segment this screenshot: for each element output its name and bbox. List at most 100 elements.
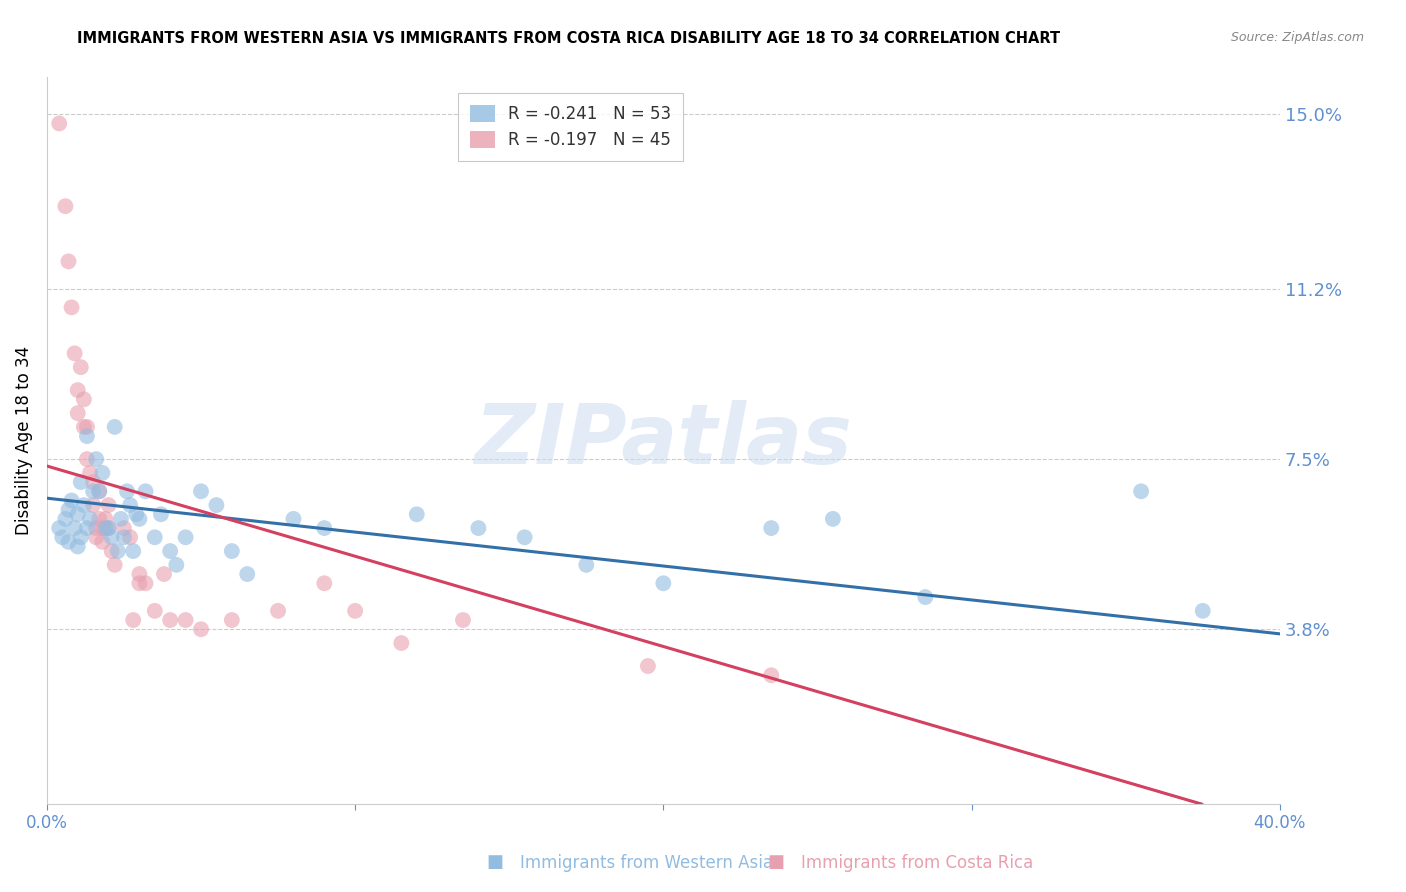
Point — [221, 544, 243, 558]
Point — [135, 576, 157, 591]
Point — [66, 540, 89, 554]
Point — [128, 512, 150, 526]
Point — [82, 484, 104, 499]
Point — [112, 530, 135, 544]
Point — [89, 484, 111, 499]
Point — [174, 613, 197, 627]
Point — [76, 521, 98, 535]
Point — [89, 512, 111, 526]
Point — [135, 484, 157, 499]
Point — [84, 452, 107, 467]
Point — [637, 659, 659, 673]
Point — [104, 558, 127, 572]
Point — [60, 301, 83, 315]
Point — [451, 613, 474, 627]
Point — [82, 498, 104, 512]
Point — [58, 502, 80, 516]
Text: IMMIGRANTS FROM WESTERN ASIA VS IMMIGRANTS FROM COSTA RICA DISABILITY AGE 18 TO : IMMIGRANTS FROM WESTERN ASIA VS IMMIGRAN… — [77, 31, 1060, 46]
Point — [174, 530, 197, 544]
Text: Immigrants from Western Asia: Immigrants from Western Asia — [520, 855, 773, 872]
Point — [389, 636, 412, 650]
Point — [97, 498, 120, 512]
Point — [100, 530, 122, 544]
Point — [1191, 604, 1213, 618]
Point — [79, 512, 101, 526]
Legend: R = -0.241   N = 53, R = -0.197   N = 45: R = -0.241 N = 53, R = -0.197 N = 45 — [458, 93, 683, 161]
Point — [122, 613, 145, 627]
Y-axis label: Disability Age 18 to 34: Disability Age 18 to 34 — [15, 346, 32, 535]
Point — [91, 534, 114, 549]
Point — [66, 406, 89, 420]
Point — [314, 576, 336, 591]
Point — [76, 429, 98, 443]
Point — [236, 567, 259, 582]
Point — [652, 576, 675, 591]
Point — [55, 512, 77, 526]
Point — [149, 508, 172, 522]
Point — [153, 567, 176, 582]
Point — [283, 512, 305, 526]
Point — [97, 521, 120, 535]
Point — [115, 484, 138, 499]
Text: ■: ■ — [768, 853, 785, 871]
Point — [48, 521, 70, 535]
Point — [97, 521, 120, 535]
Point — [60, 493, 83, 508]
Point — [63, 521, 86, 535]
Point — [221, 613, 243, 627]
Point — [344, 604, 367, 618]
Text: ■: ■ — [486, 853, 503, 871]
Point — [104, 420, 127, 434]
Point — [69, 530, 91, 544]
Point — [120, 498, 142, 512]
Point — [110, 512, 132, 526]
Point — [94, 512, 117, 526]
Point — [120, 530, 142, 544]
Point — [73, 498, 96, 512]
Point — [48, 116, 70, 130]
Point — [914, 590, 936, 604]
Point — [91, 466, 114, 480]
Point — [66, 383, 89, 397]
Point — [58, 254, 80, 268]
Point — [165, 558, 187, 572]
Point — [125, 508, 148, 522]
Point — [69, 475, 91, 489]
Text: Immigrants from Costa Rica: Immigrants from Costa Rica — [801, 855, 1033, 872]
Point — [63, 346, 86, 360]
Point — [159, 544, 181, 558]
Point — [128, 567, 150, 582]
Point — [79, 466, 101, 480]
Point — [190, 484, 212, 499]
Point — [89, 484, 111, 499]
Point — [107, 544, 129, 558]
Point — [405, 508, 427, 522]
Point — [1130, 484, 1153, 499]
Point — [821, 512, 844, 526]
Point — [51, 530, 73, 544]
Point — [761, 668, 783, 682]
Point — [84, 521, 107, 535]
Point — [314, 521, 336, 535]
Point — [190, 622, 212, 636]
Point — [66, 508, 89, 522]
Point — [205, 498, 228, 512]
Point — [76, 452, 98, 467]
Text: ZIPatlas: ZIPatlas — [474, 401, 852, 481]
Point — [58, 534, 80, 549]
Point — [55, 199, 77, 213]
Point — [513, 530, 536, 544]
Point — [76, 420, 98, 434]
Point — [122, 544, 145, 558]
Point — [575, 558, 598, 572]
Text: Source: ZipAtlas.com: Source: ZipAtlas.com — [1230, 31, 1364, 45]
Point — [91, 521, 114, 535]
Point — [73, 392, 96, 407]
Point — [143, 530, 166, 544]
Point — [82, 475, 104, 489]
Point — [84, 530, 107, 544]
Point — [761, 521, 783, 535]
Point — [143, 604, 166, 618]
Point — [73, 420, 96, 434]
Point — [267, 604, 290, 618]
